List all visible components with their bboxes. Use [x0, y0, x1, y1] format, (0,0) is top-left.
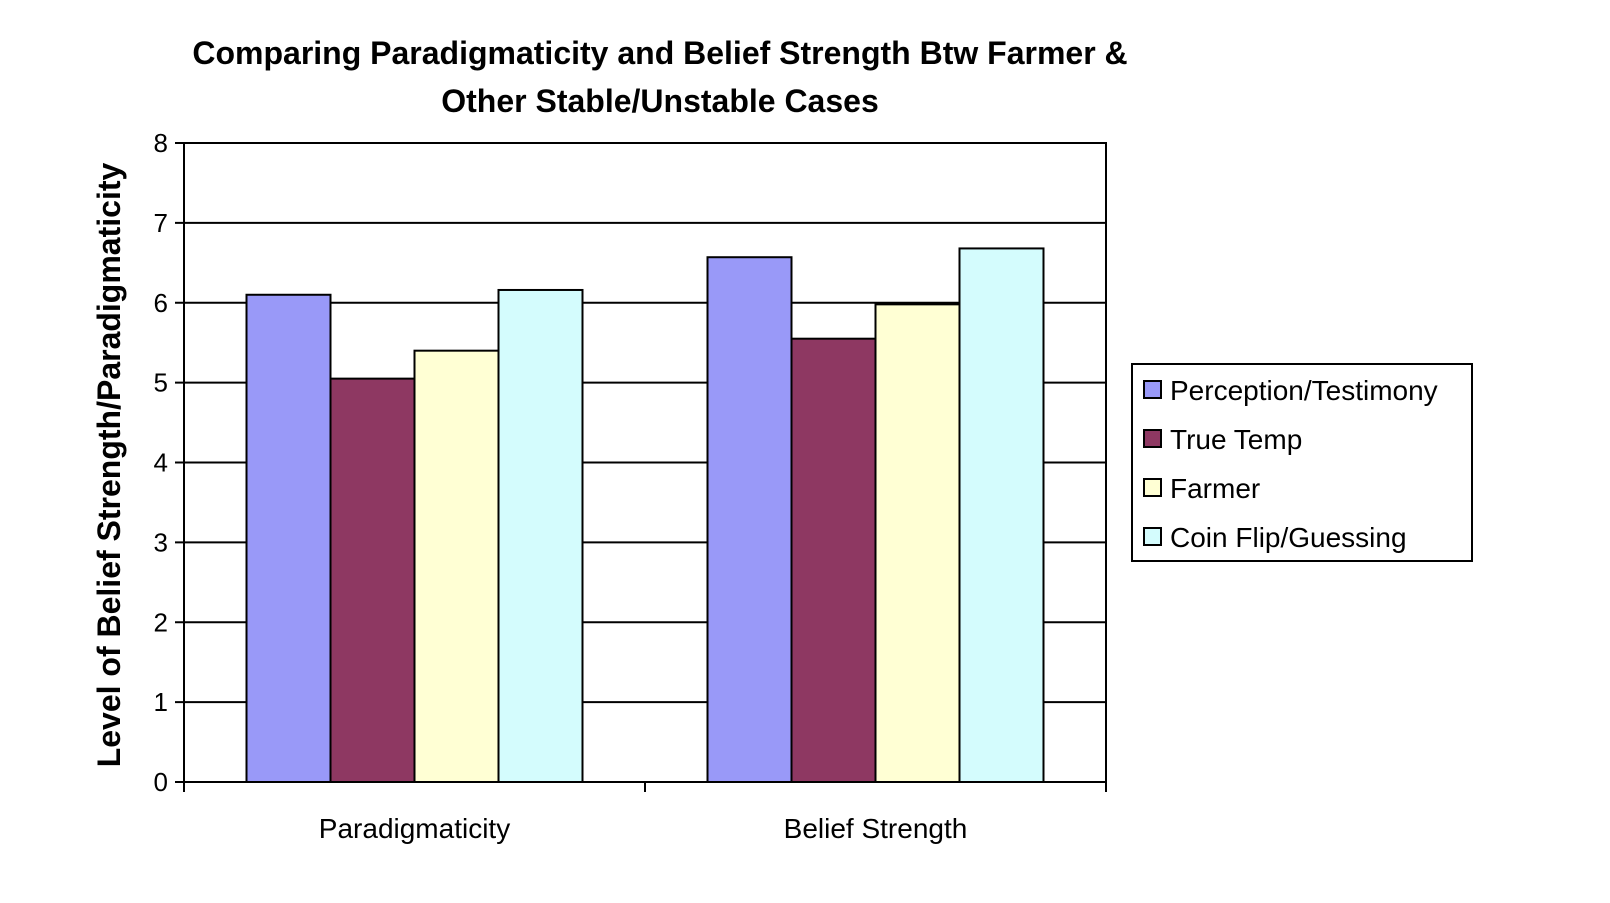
legend-label: True Temp: [1170, 424, 1302, 455]
legend-label: Coin Flip/Guessing: [1170, 522, 1407, 553]
legend: Perception/Testimony True Temp Farmer Coin …: [1131, 363, 1473, 562]
bars: [245, 247, 1045, 783]
bar-coin-flip-guessing-0: [497, 288, 584, 783]
bar-farmer-0: [413, 349, 500, 783]
legend-swatch: [1143, 380, 1162, 399]
y-tick-label: 6: [154, 288, 168, 318]
legend-label: Perception/Testimony: [1170, 375, 1438, 406]
bar-coin-flip-guessing-1: [958, 247, 1045, 783]
chart-title: Comparing Paradigmaticity and Belief Str…: [192, 35, 1127, 119]
y-tick-label: 3: [154, 527, 168, 557]
y-tick-label: 5: [154, 368, 168, 398]
legend-swatch: [1143, 478, 1162, 497]
legend-swatch: [1143, 429, 1162, 448]
y-tick-label: 8: [154, 128, 168, 158]
bar-true-temp-0: [329, 377, 416, 783]
y-tick-label: 2: [154, 607, 168, 637]
bar-perception-testimony-1: [706, 256, 793, 783]
legend-swatch: [1143, 527, 1162, 546]
y-tick-label: 4: [154, 448, 168, 478]
y-axis-label: Level of Belief Strength/Paradigmaticity: [91, 163, 127, 768]
bar-true-temp-1: [790, 337, 877, 783]
legend-label: Farmer: [1170, 473, 1260, 504]
title-line-2: Other Stable/Unstable Cases: [441, 83, 878, 119]
x-tick-label: Belief Strength: [784, 813, 968, 844]
axes: [175, 142, 1107, 792]
y-tick-label: 1: [154, 687, 168, 717]
bar-farmer-1: [874, 303, 961, 783]
y-tick-label: 0: [154, 767, 168, 797]
y-tick-labels: 0 1 2 3 4 5 6 7 8: [154, 128, 168, 797]
y-tick-label: 7: [154, 208, 168, 238]
x-tick-labels: Paradigmaticity Belief Strength: [319, 813, 968, 844]
bar-perception-testimony-0: [245, 293, 332, 783]
legend-box: [1131, 363, 1473, 562]
x-tick-label: Paradigmaticity: [319, 813, 510, 844]
title-line-1: Comparing Paradigmaticity and Belief Str…: [192, 35, 1127, 71]
